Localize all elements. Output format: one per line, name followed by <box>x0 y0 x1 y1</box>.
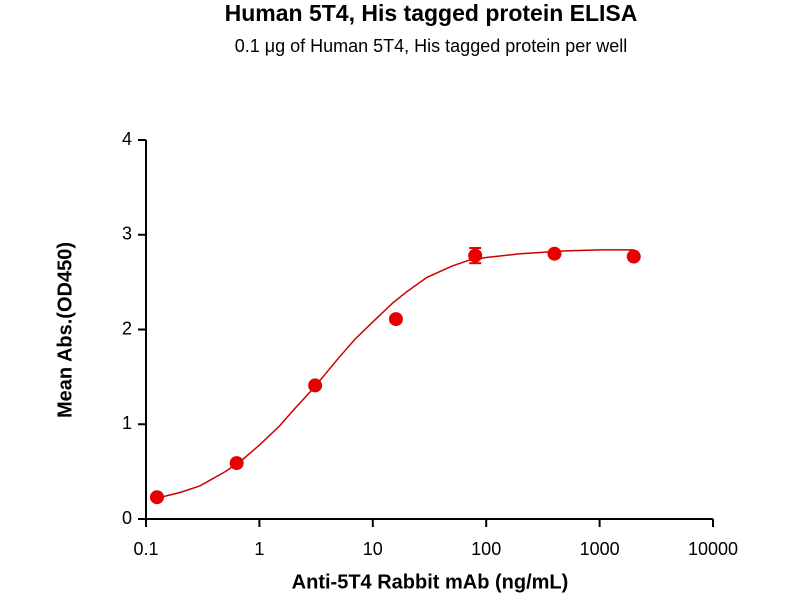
data-point <box>547 246 562 261</box>
y-tick-label: 4 <box>122 129 132 149</box>
chart-title: Human 5T4, His tagged protein ELISA <box>225 0 638 26</box>
x-tick-label: 100 <box>471 539 501 559</box>
data-point <box>626 249 641 264</box>
y-tick-label: 2 <box>122 318 132 338</box>
data-point <box>388 312 403 327</box>
data-point <box>229 456 244 471</box>
y-axis-label: Mean Abs.(OD450) <box>54 242 76 418</box>
y-tick-label: 0 <box>122 508 132 528</box>
x-tick-label: 1000 <box>580 539 620 559</box>
data-point <box>308 378 323 393</box>
x-axis-label: Anti-5T4 Rabbit mAb (ng/mL) <box>292 571 569 593</box>
fit-curve <box>156 249 634 499</box>
x-tick-label: 0.1 <box>133 539 158 559</box>
x-tick-label: 1 <box>254 539 264 559</box>
x-tick-label: 10 <box>363 539 383 559</box>
y-tick-label: 3 <box>122 224 132 244</box>
y-tick-label: 1 <box>122 413 132 433</box>
x-tick-label: 10000 <box>688 539 738 559</box>
chart-subtitle: 0.1 μg of Human 5T4, His tagged protein … <box>235 36 628 56</box>
data-point <box>149 490 164 505</box>
data-point <box>468 248 483 263</box>
